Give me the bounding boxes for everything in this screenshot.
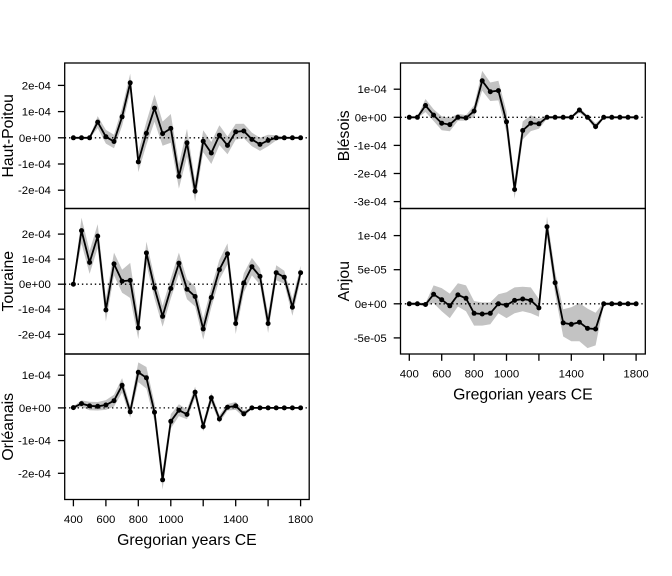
svg-text:600: 600: [96, 514, 115, 526]
svg-text:Gregorian years CE: Gregorian years CE: [453, 386, 593, 403]
svg-text:0e+00: 0e+00: [19, 279, 51, 291]
svg-text:1e-04: 1e-04: [22, 370, 51, 382]
svg-text:1e-04: 1e-04: [22, 107, 51, 119]
svg-text:2e-04: 2e-04: [22, 229, 51, 241]
svg-text:800: 800: [129, 514, 148, 526]
svg-text:Anjou: Anjou: [336, 261, 353, 301]
svg-text:Orléanais: Orléanais: [0, 393, 17, 461]
svg-text:Gregorian years CE: Gregorian years CE: [117, 532, 257, 549]
svg-text:1e-04: 1e-04: [358, 231, 387, 243]
svg-text:0e+00: 0e+00: [355, 112, 387, 124]
svg-text:400: 400: [64, 514, 83, 526]
svg-text:1000: 1000: [158, 514, 183, 526]
svg-text:1800: 1800: [288, 514, 313, 526]
svg-text:600: 600: [432, 368, 451, 380]
svg-text:Touraine: Touraine: [0, 251, 17, 312]
svg-text:800: 800: [465, 368, 484, 380]
svg-text:0e+00: 0e+00: [19, 403, 51, 415]
svg-text:1e-04: 1e-04: [358, 84, 387, 96]
svg-text:-2e-04: -2e-04: [18, 329, 51, 341]
svg-text:Blésois: Blésois: [336, 110, 353, 161]
svg-text:Haut-Poitou: Haut-Poitou: [0, 94, 17, 177]
svg-text:1400: 1400: [223, 514, 248, 526]
svg-text:-2e-04: -2e-04: [354, 169, 387, 181]
svg-text:0e+00: 0e+00: [19, 133, 51, 145]
svg-text:-1e-04: -1e-04: [18, 436, 51, 448]
svg-text:1800: 1800: [623, 368, 648, 380]
svg-text:2e-04: 2e-04: [22, 80, 51, 92]
svg-text:1400: 1400: [559, 368, 584, 380]
svg-text:0e+00: 0e+00: [355, 299, 387, 311]
svg-text:-2e-04: -2e-04: [18, 468, 51, 480]
svg-text:-1e-04: -1e-04: [354, 140, 387, 152]
svg-text:5e-05: 5e-05: [358, 265, 387, 277]
svg-text:400: 400: [400, 368, 419, 380]
svg-text:1000: 1000: [494, 368, 519, 380]
svg-text:-2e-04: -2e-04: [18, 185, 51, 197]
svg-text:-3e-04: -3e-04: [354, 197, 387, 209]
svg-text:-1e-04: -1e-04: [18, 159, 51, 171]
svg-text:-1e-04: -1e-04: [18, 304, 51, 316]
svg-text:-5e-05: -5e-05: [354, 333, 387, 345]
svg-text:1e-04: 1e-04: [22, 254, 51, 266]
